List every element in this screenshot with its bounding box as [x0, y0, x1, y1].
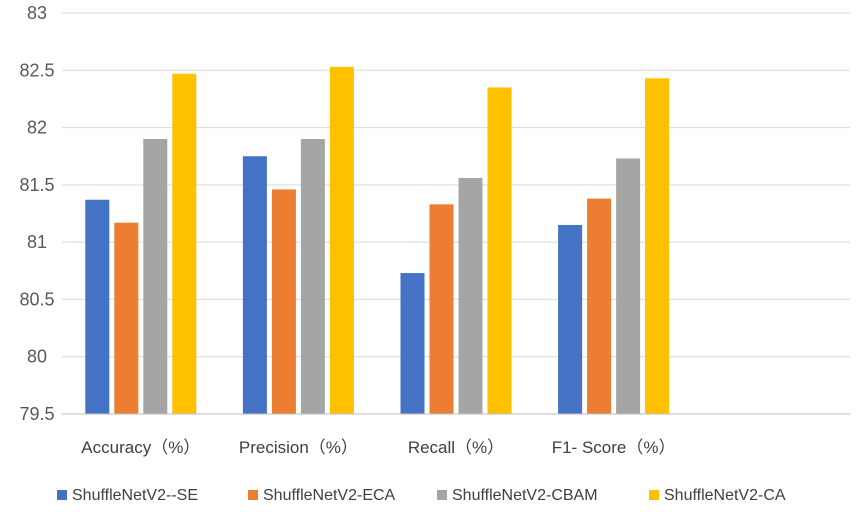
- x-category-label: F1- Score（%）: [552, 438, 676, 457]
- y-tick-label: 82.5: [19, 60, 54, 80]
- legend-label: ShuffleNetV2-ECA: [263, 487, 396, 504]
- y-axis-tick-labels: 79.5 80 80.5 81 81.5 82 82.5 83: [19, 3, 54, 424]
- legend-swatch: [57, 490, 67, 500]
- legend-label: ShuffleNetV2-CBAM: [452, 487, 598, 504]
- y-tick-label: 83: [27, 3, 47, 23]
- bar: [458, 177, 483, 414]
- bar: [300, 139, 325, 414]
- bar: [429, 204, 454, 414]
- legend-swatch: [248, 490, 258, 500]
- x-category-label: Accuracy（%）: [81, 438, 200, 457]
- x-axis-category-labels: Accuracy（%） Precision（%） Recall（%） F1- Scor…: [81, 438, 675, 457]
- y-tick-label: 80: [27, 347, 47, 367]
- bar: [487, 87, 512, 414]
- bars: [85, 66, 670, 415]
- y-tick-label: 82: [27, 118, 47, 138]
- legend-label: ShuffleNetV2--SE: [72, 487, 198, 504]
- y-tick-label: 81: [27, 232, 47, 252]
- y-tick-label: 80.5: [19, 289, 54, 309]
- bar: [85, 199, 110, 414]
- bar: [587, 198, 612, 414]
- y-tick-label: 79.5: [19, 404, 54, 424]
- bar: [558, 224, 583, 414]
- bar: [114, 222, 139, 414]
- x-category-label: Recall（%）: [408, 438, 504, 457]
- legend-swatch: [437, 490, 447, 500]
- bar: [143, 139, 168, 414]
- x-category-label: Precision（%）: [239, 438, 358, 457]
- bar: [271, 189, 296, 414]
- bar: [329, 66, 354, 414]
- legend-swatch: [649, 490, 659, 500]
- legend-label: ShuffleNetV2-CA: [664, 487, 786, 504]
- y-tick-label: 81.5: [19, 175, 54, 195]
- bar: [616, 158, 641, 414]
- bar: [400, 273, 425, 414]
- bar: [172, 73, 197, 415]
- legend: ShuffleNetV2--SE ShuffleNetV2-ECA ShuffleN…: [57, 487, 786, 504]
- bar: [242, 156, 267, 414]
- bar: [645, 78, 670, 414]
